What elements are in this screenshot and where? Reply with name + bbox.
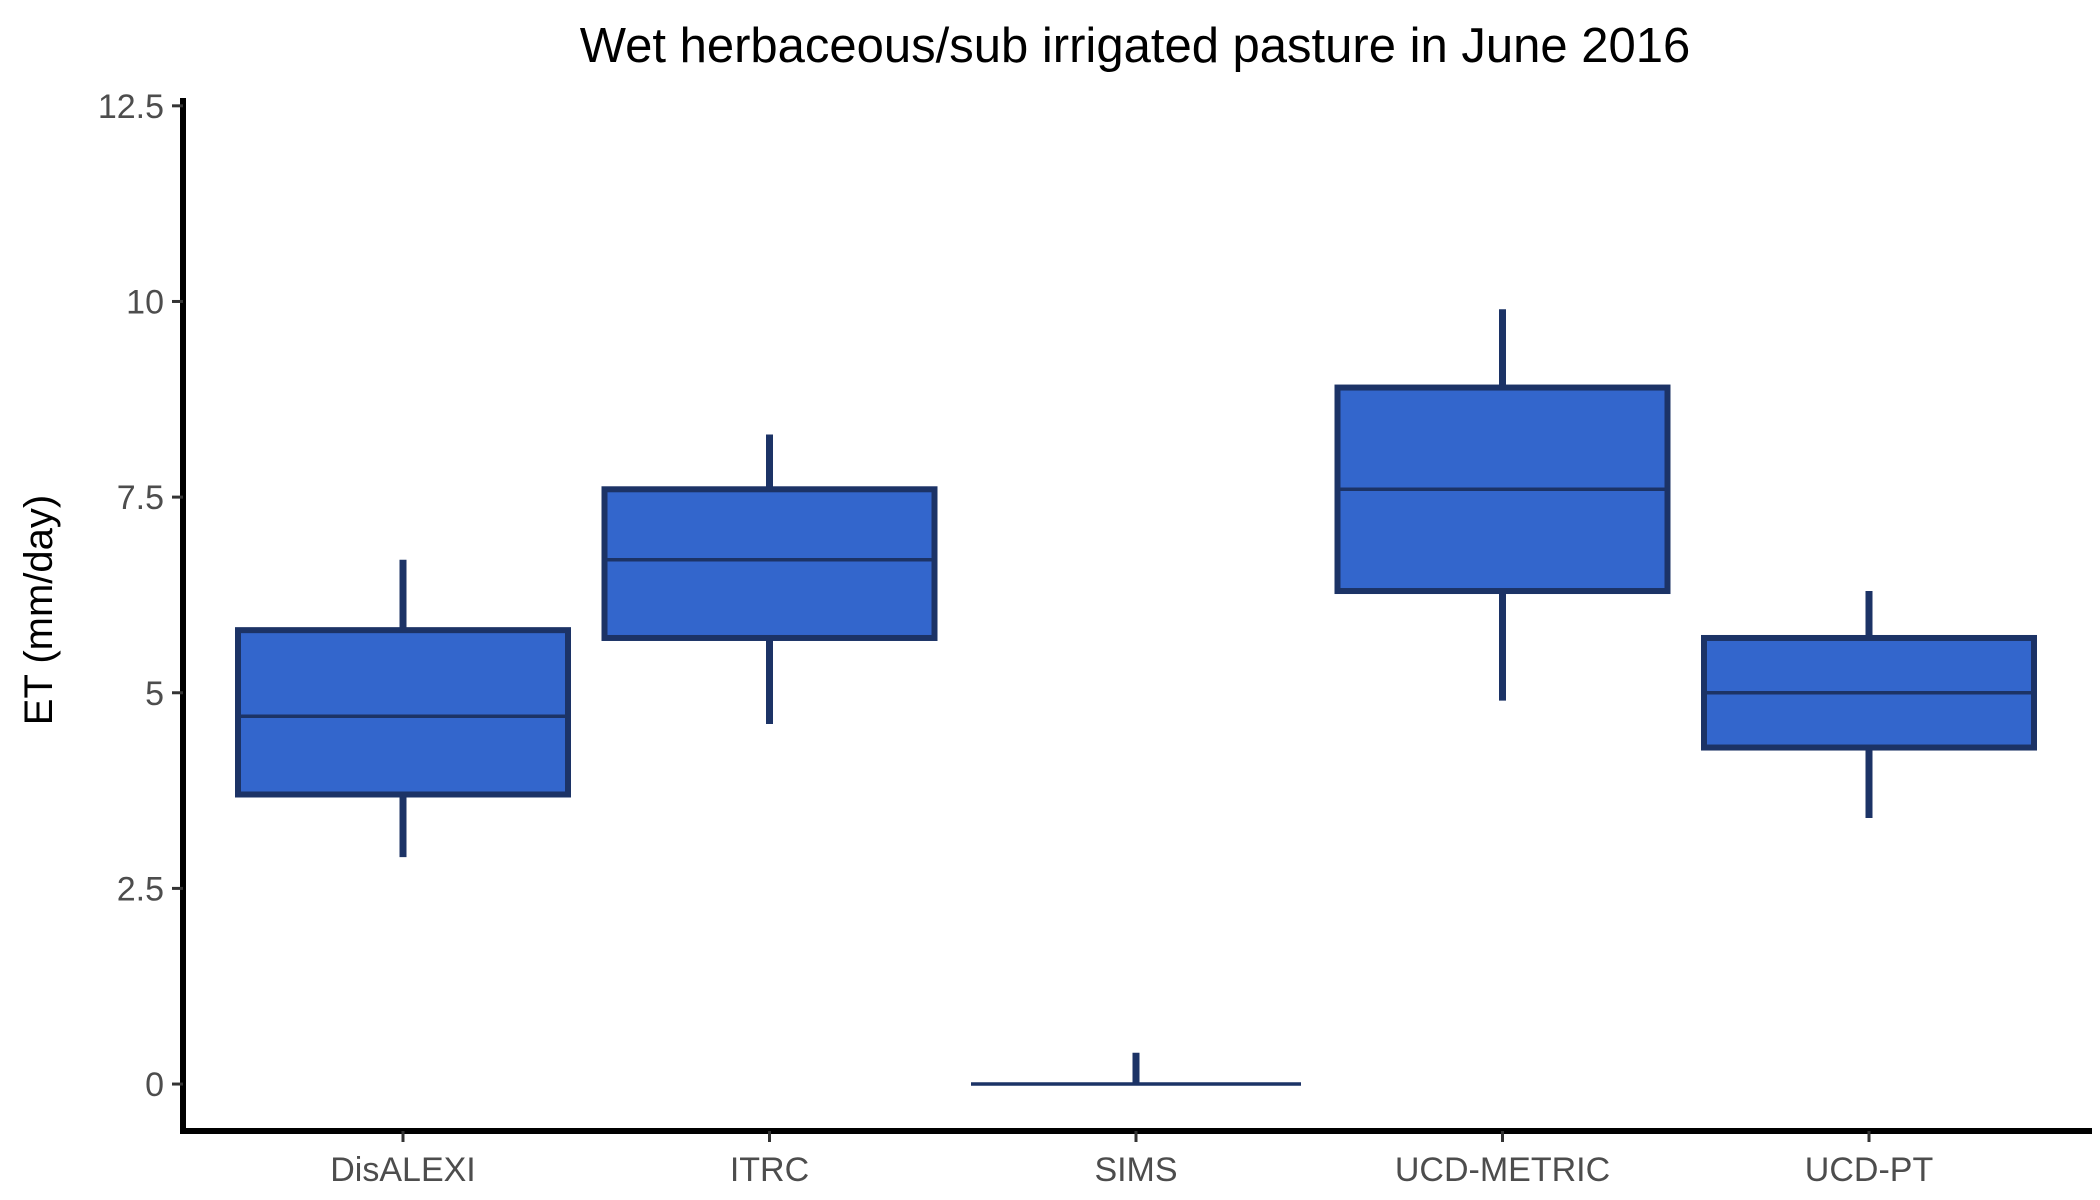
box-group-ucd-pt <box>1701 591 2037 818</box>
box <box>235 627 571 798</box>
y-axis-label: ET (mm/day) <box>17 495 61 725</box>
x-tick-label: SIMS <box>1094 1151 1177 1189</box>
y-tick-label: 5 <box>145 675 164 713</box>
plot-area <box>235 309 2037 1086</box>
y-tick-label: 7.5 <box>117 479 164 517</box>
x-tick-label: UCD-METRIC <box>1395 1151 1610 1189</box>
chart-title: Wet herbaceous/sub irrigated pasture in … <box>580 19 1690 73</box>
y-tick-label: 2.5 <box>117 870 164 908</box>
box-group-disalexi <box>235 559 571 858</box>
axes: 0 2.5 5 7.5 10 12.5 DisALEXI ITRC SIMS UCD-METRIC… <box>98 88 2092 1189</box>
box-group-sims <box>971 1052 1301 1086</box>
y-tick-label: 10 <box>126 283 164 321</box>
y-tick-label: 0 <box>145 1066 164 1104</box>
box <box>601 486 938 641</box>
box-group-ucd-metric <box>1334 309 1671 701</box>
y-tick-label: 12.5 <box>98 88 164 126</box>
x-tick-label: ITRC <box>730 1151 809 1189</box>
x-tick-label: DisALEXI <box>330 1151 476 1189</box>
box-group-itrc <box>601 434 938 725</box>
x-tick-label: UCD-PT <box>1805 1151 1933 1189</box>
